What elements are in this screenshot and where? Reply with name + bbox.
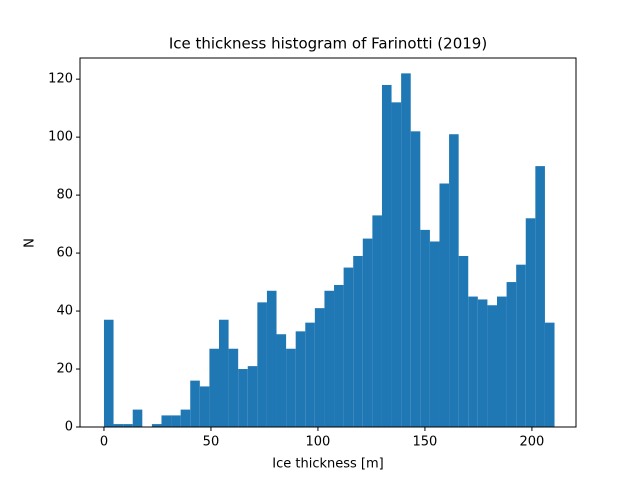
y-axis-label: N	[23, 238, 38, 248]
bar	[525, 218, 536, 427]
bar	[257, 302, 267, 427]
y-tick-label: 40	[56, 304, 73, 319]
y-tick-label: 80	[56, 188, 73, 203]
bar	[516, 264, 526, 427]
x-tick-label: 200	[520, 435, 545, 450]
x-tick-label: 0	[100, 435, 108, 450]
bar	[410, 131, 421, 427]
bar	[353, 255, 363, 427]
chart-title: Ice thickness histogram of Farinotti (20…	[169, 35, 487, 53]
bar	[429, 241, 440, 427]
x-tick-label: 150	[413, 435, 438, 450]
axes-frame	[79, 57, 577, 428]
bar	[238, 369, 248, 427]
bar	[209, 348, 219, 427]
bar	[439, 183, 450, 427]
bar	[334, 284, 344, 427]
plot-area	[103, 73, 555, 428]
bar	[218, 319, 229, 427]
bar	[506, 282, 517, 427]
bar	[113, 424, 124, 427]
bar	[199, 386, 210, 427]
bar	[171, 415, 181, 427]
bar	[180, 409, 191, 427]
bar	[305, 322, 315, 427]
bar	[458, 255, 469, 427]
bar	[420, 229, 430, 427]
bar	[314, 308, 325, 427]
bar	[324, 290, 335, 427]
y-tick-label: 0	[65, 420, 73, 435]
bar	[496, 296, 507, 427]
bar	[372, 215, 382, 427]
bar	[123, 424, 133, 427]
y-tick-label: 120	[48, 72, 73, 87]
bar	[295, 331, 306, 427]
bar	[190, 380, 200, 427]
bar	[487, 305, 497, 427]
bar	[544, 322, 555, 427]
x-axis-label: Ice thickness [m]	[272, 457, 383, 472]
bar	[391, 102, 402, 427]
y-tick-label: 100	[48, 130, 73, 145]
bar	[362, 238, 373, 427]
bar	[449, 134, 459, 428]
bar	[468, 296, 478, 427]
x-tick-label: 50	[203, 435, 220, 450]
bar	[151, 424, 162, 427]
bar	[276, 334, 287, 427]
bar	[286, 348, 296, 427]
bar	[381, 84, 392, 427]
bar	[103, 319, 114, 427]
bar	[401, 73, 411, 428]
y-tick-label: 60	[56, 246, 73, 261]
bar	[266, 290, 277, 427]
bar	[477, 299, 488, 427]
bar	[132, 409, 143, 427]
bar	[161, 415, 172, 427]
y-tick-label: 20	[56, 362, 73, 377]
x-tick-label: 100	[306, 435, 331, 450]
bar	[343, 267, 354, 427]
bar	[247, 366, 258, 427]
bar	[228, 348, 239, 427]
bar	[535, 166, 545, 428]
